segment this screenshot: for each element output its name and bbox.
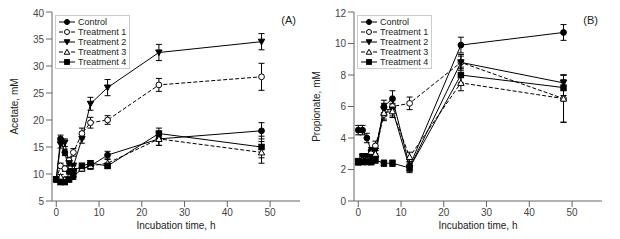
html-text:Treatment 2: Treatment 2 — [78, 37, 127, 47]
svg-text:10: 10 — [93, 207, 105, 218]
svg-text:10: 10 — [335, 38, 347, 49]
svg-text:12: 12 — [335, 8, 347, 19]
svg-text:30: 30 — [481, 207, 493, 218]
svg-text:2: 2 — [340, 164, 346, 175]
html-text:Treatment 3: Treatment 3 — [380, 47, 429, 57]
svg-text:50: 50 — [567, 207, 579, 218]
svg-text:20: 20 — [136, 207, 148, 218]
html-text:(A): (A) — [281, 14, 296, 26]
html-text:Control: Control — [78, 17, 107, 27]
svg-text:5: 5 — [38, 196, 44, 207]
svg-text:30: 30 — [33, 61, 45, 72]
html-text:Control: Control — [380, 17, 409, 27]
svg-text:40: 40 — [33, 8, 45, 19]
svg-text:Acetate, mM: Acetate, mM — [9, 78, 20, 134]
html-text:(B): (B) — [583, 14, 598, 26]
html-text:Treatment 1: Treatment 1 — [78, 27, 127, 37]
html-text:Treatment 4: Treatment 4 — [78, 57, 127, 67]
svg-text:4: 4 — [340, 133, 346, 144]
svg-text:Propionate, mM: Propionate, mM — [311, 71, 322, 142]
html-text:Treatment 3: Treatment 3 — [78, 47, 127, 57]
svg-text:15: 15 — [33, 142, 45, 153]
html-text:Treatment 2: Treatment 2 — [380, 37, 429, 47]
svg-text:6: 6 — [340, 101, 346, 112]
svg-text:Incubation time, h: Incubation time, h — [439, 220, 518, 231]
svg-text:25: 25 — [33, 88, 45, 99]
svg-text:0: 0 — [340, 196, 346, 207]
svg-text:20: 20 — [33, 115, 45, 126]
svg-text:35: 35 — [33, 34, 45, 45]
svg-text:8: 8 — [340, 70, 346, 81]
html-text:Treatment 1: Treatment 1 — [380, 27, 429, 37]
svg-text:50: 50 — [265, 207, 277, 218]
svg-text:40: 40 — [524, 207, 536, 218]
svg-text:0: 0 — [355, 207, 361, 218]
svg-text:Incubation time, h: Incubation time, h — [137, 220, 216, 231]
svg-text:40: 40 — [222, 207, 234, 218]
svg-text:10: 10 — [33, 169, 45, 180]
svg-text:0: 0 — [53, 207, 59, 218]
html-text:Treatment 4: Treatment 4 — [380, 57, 429, 67]
svg-text:10: 10 — [395, 207, 407, 218]
svg-text:30: 30 — [179, 207, 191, 218]
svg-text:20: 20 — [438, 207, 450, 218]
